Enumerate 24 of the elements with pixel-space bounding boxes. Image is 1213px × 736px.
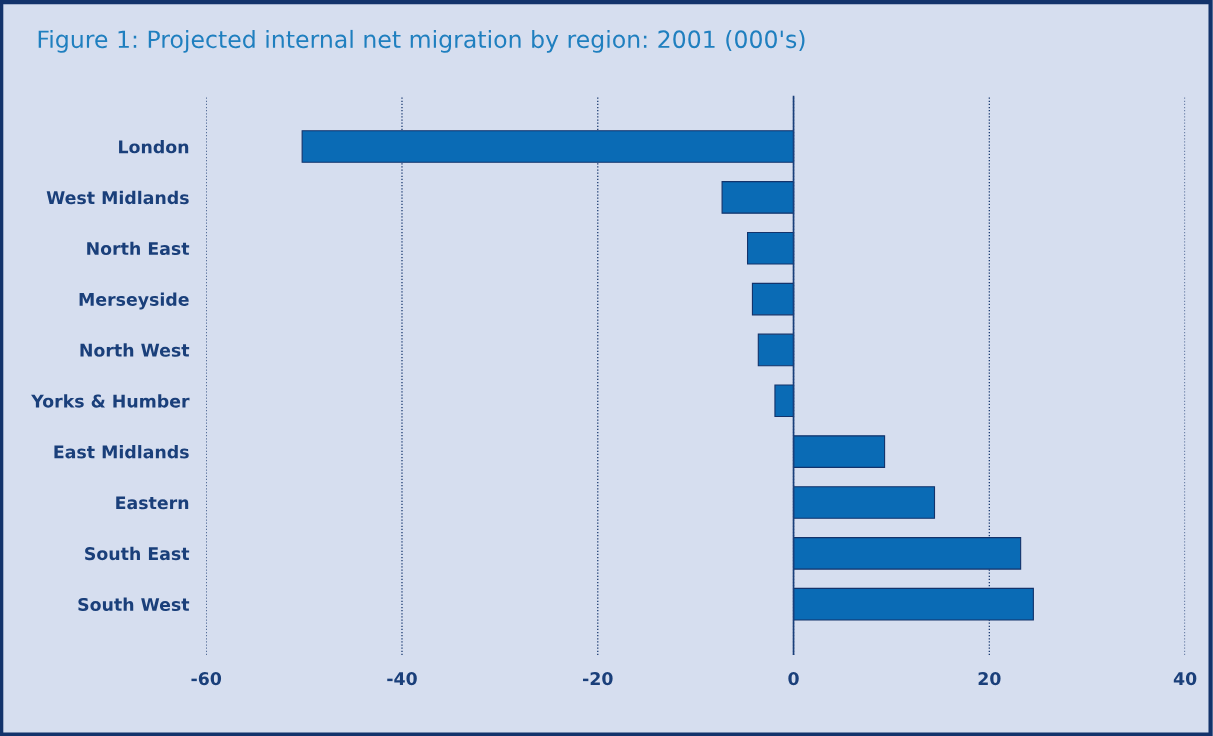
y-tick-label: Merseyside	[79, 292, 189, 310]
bar	[721, 181, 795, 214]
y-tick-label: North East	[87, 241, 190, 256]
x-tick-label: -60	[191, 672, 222, 686]
x-tick-label: 40	[1173, 672, 1197, 686]
bar	[774, 384, 795, 418]
bar	[751, 282, 795, 316]
y-tick-label: London	[119, 139, 189, 154]
bar	[792, 435, 886, 468]
bar	[757, 333, 795, 367]
y-tick-label: West Midlands	[46, 190, 189, 205]
y-tick-label: South East	[85, 546, 190, 561]
x-tick-label: -20	[583, 672, 613, 686]
bar	[746, 231, 795, 265]
y-tick-label: North West	[80, 343, 190, 357]
bar	[792, 486, 936, 519]
y-tick-label: Yorks & Humber	[31, 394, 190, 408]
x-tick-label: 0	[788, 672, 799, 686]
y-tick-label: South West	[78, 597, 190, 612]
y-tick-label: East Midlands	[54, 445, 189, 459]
y-tick-label: Eastern	[116, 496, 189, 510]
chart-title: Figure 1: Projected internal net migration by region: 2001 (000's)	[38, 29, 805, 53]
x-tick-label: 20	[978, 672, 1001, 686]
x-tick-label: -40	[387, 672, 417, 686]
